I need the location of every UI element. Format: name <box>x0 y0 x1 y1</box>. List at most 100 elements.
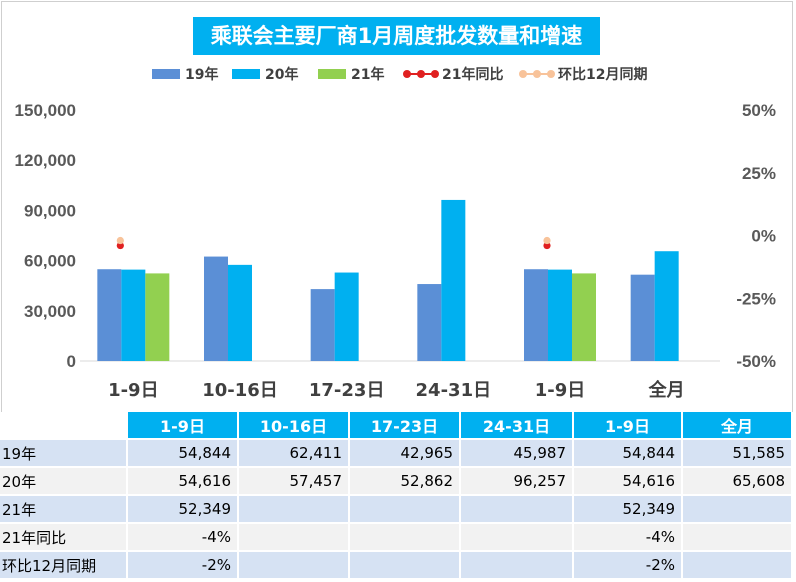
table-cell: -4% <box>574 524 683 552</box>
y-right-tick-label: 50% <box>742 101 776 120</box>
table-cell: 42,965 <box>350 440 461 468</box>
legend-marker <box>417 70 425 78</box>
table-row: 21年同比 -4% -4% <box>0 524 793 552</box>
table-cell <box>461 552 574 580</box>
y-left-tick-label: 30,000 <box>24 302 76 321</box>
line-points <box>116 236 551 250</box>
bar <box>630 274 655 361</box>
table-corner <box>0 412 128 440</box>
legend-swatch <box>232 69 260 79</box>
table-cell: -2% <box>128 552 239 580</box>
legend-label: 21年 <box>351 66 384 83</box>
y-axis-left: 0 30,000 60,000 90,000 120,000 150,000 <box>15 101 76 371</box>
x-tick-label: 10-16日 <box>202 380 278 401</box>
y-right-tick-label: 25% <box>742 164 776 183</box>
data-point <box>543 236 551 245</box>
x-tick-label: 24-31日 <box>416 380 492 401</box>
x-axis: 1-9日 10-16日 17-23日 24-31日 1-9日 全月 <box>108 379 685 401</box>
table-cell <box>350 496 461 524</box>
y-right-tick-label: -25% <box>736 289 776 308</box>
table-header: 24-31日 <box>461 412 574 440</box>
table-header: 17-23日 <box>350 412 461 440</box>
table-row: 19年 54,844 62,411 42,965 45,987 54,844 5… <box>0 440 793 468</box>
table-row: 20年 54,616 57,457 52,862 96,257 54,616 6… <box>0 468 793 496</box>
table-row: 环比12月同期 -2% -2% <box>0 552 793 580</box>
bar <box>228 264 252 361</box>
table-cell: 54,844 <box>574 440 683 468</box>
y-axis-right: -50% -25% 0% 25% 50% <box>736 101 776 371</box>
table-cell <box>683 524 793 552</box>
table-cell: -2% <box>574 552 683 580</box>
table-header: 1-9日 <box>128 412 239 440</box>
chart-plot: 19年 20年 21年 21年同比 环比12月同期 0 30,000 60,000 90,00… <box>15 66 776 401</box>
table-cell <box>461 496 574 524</box>
table-cell: -4% <box>128 524 239 552</box>
y-left-tick-label: 120,000 <box>15 151 76 170</box>
table-cell: 62,411 <box>239 440 350 468</box>
y-left-tick-label: 0 <box>67 352 76 371</box>
table-cell: 54,616 <box>128 468 239 496</box>
bar <box>334 272 359 361</box>
table-cell <box>683 496 793 524</box>
table-row: 21年 52,349 52,349 <box>0 496 793 524</box>
legend-swatch <box>318 69 346 79</box>
y-right-tick-label: 0% <box>751 227 776 246</box>
legend-marker <box>403 70 411 78</box>
legend-marker <box>431 70 439 78</box>
legend-label: 21年同比 <box>442 66 503 83</box>
row-label: 21年 <box>0 496 128 524</box>
bar <box>97 269 122 361</box>
table-header: 1-9日 <box>574 412 683 440</box>
x-tick-label: 1-9日 <box>108 380 159 401</box>
row-label: 19年 <box>0 440 128 468</box>
legend-marker <box>547 70 555 78</box>
table-cell <box>461 524 574 552</box>
row-label: 环比12月同期 <box>0 552 128 580</box>
y-left-tick-label: 60,000 <box>24 252 76 271</box>
legend-swatch <box>152 69 180 79</box>
table-cell <box>683 552 793 580</box>
table-cell <box>350 524 461 552</box>
table-cell: 45,987 <box>461 440 574 468</box>
bar <box>572 273 596 361</box>
table-cell <box>239 496 350 524</box>
data-point <box>543 241 551 250</box>
table-cell: 51,585 <box>683 440 793 468</box>
bar <box>204 256 228 361</box>
legend-marker <box>533 70 541 78</box>
table-cell: 57,457 <box>239 468 350 496</box>
data-point <box>116 236 124 245</box>
bar <box>441 199 466 361</box>
table-cell: 54,616 <box>574 468 683 496</box>
row-label: 21年同比 <box>0 524 128 552</box>
data-table: 1-9日 10-16日 17-23日 24-31日 1-9日 全月 19年 54… <box>0 412 793 580</box>
table-cell: 52,349 <box>574 496 683 524</box>
table-header: 10-16日 <box>239 412 350 440</box>
data-point <box>116 241 124 250</box>
y-left-tick-label: 90,000 <box>24 201 76 220</box>
legend-label: 19年 <box>185 66 218 83</box>
legend: 19年 20年 21年 21年同比 环比12月同期 <box>152 66 647 83</box>
bar <box>417 284 442 361</box>
table-header: 全月 <box>683 412 793 440</box>
bars <box>97 199 679 361</box>
table-cell: 54,844 <box>128 440 239 468</box>
legend-marker <box>519 70 527 78</box>
bar <box>145 273 170 361</box>
table-cell <box>239 524 350 552</box>
bar <box>310 289 335 361</box>
y-left-tick-label: 150,000 <box>15 101 76 120</box>
legend-label: 20年 <box>265 66 298 83</box>
table-cell: 52,349 <box>128 496 239 524</box>
bar <box>654 251 679 361</box>
x-tick-label: 17-23日 <box>309 380 385 401</box>
legend-label: 环比12月同期 <box>558 66 647 83</box>
bar <box>121 269 146 361</box>
table-cell: 96,257 <box>461 468 574 496</box>
table-cell: 65,608 <box>683 468 793 496</box>
table-cell: 52,862 <box>350 468 461 496</box>
table-cell <box>350 552 461 580</box>
bar <box>524 269 548 361</box>
table-cell <box>239 552 350 580</box>
x-tick-label: 全月 <box>648 379 685 401</box>
